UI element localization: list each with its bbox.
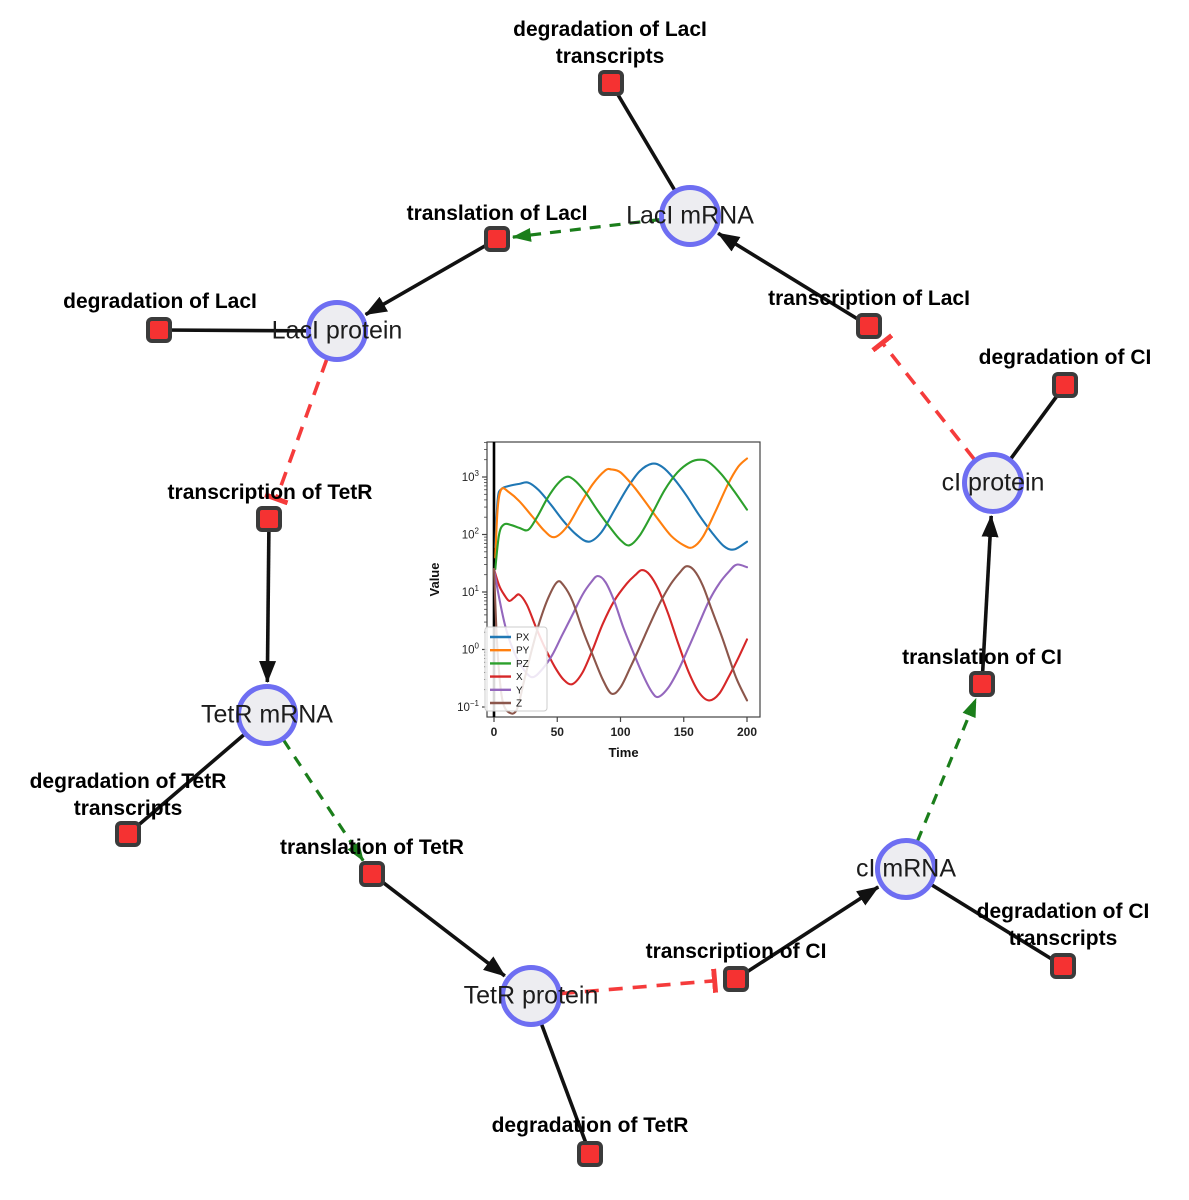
series-X: [492, 568, 749, 702]
reaction-node-transcr_lacI[interactable]: [856, 313, 882, 339]
series-PY: [494, 457, 749, 559]
svg-text:100: 100: [462, 642, 480, 657]
edge-modifier-cI_mRNA-transl_cI: [915, 697, 978, 842]
svg-text:10−1: 10−1: [457, 699, 479, 714]
svg-text:0: 0: [491, 725, 498, 739]
edge-modifier-lacI_mRNA-transl_lacI: [511, 217, 661, 242]
edge-inhibition-lacI_protein-transcr_tetR: [264, 358, 329, 506]
edge-inhibition-tetR_protein-transcr_cI: [560, 968, 719, 996]
reaction-label-transcr_lacI: transcription of LacI: [768, 287, 970, 310]
reaction-label-transl_tetR: translation of TetR: [280, 836, 464, 859]
edge-inhibition-cI_protein-transcr_lacI: [871, 333, 976, 461]
reaction-node-transl_cI[interactable]: [969, 671, 995, 697]
species-node-cI_mRNA[interactable]: [875, 838, 937, 900]
plot-ylabel: Value: [427, 563, 442, 597]
timecourse-plot: 0 50 100 150 200 10−1 100 101 102 103 Time Value PX P…: [425, 430, 787, 778]
reaction-node-deg_lacI[interactable]: [146, 317, 172, 343]
edge-arrow-transcr_lacI-lacI_mRNA: [717, 231, 870, 328]
svg-text:103: 103: [462, 469, 480, 484]
svg-text:PZ: PZ: [516, 659, 529, 670]
species-node-cI_protein[interactable]: [962, 452, 1024, 514]
species-label-cI_mRNA: cI mRNA: [856, 854, 956, 883]
svg-text:PX: PX: [516, 633, 530, 644]
reaction-label-transcr_cI: transcription of CI: [645, 940, 827, 963]
species-label-tetR_mRNA: TetR mRNA: [201, 700, 333, 729]
svg-text:PY: PY: [516, 646, 530, 657]
reaction-node-deg_tetR[interactable]: [577, 1141, 603, 1167]
svg-text:150: 150: [674, 725, 694, 739]
reaction-node-deg_lacI_tr[interactable]: [598, 70, 624, 96]
reaction-node-transl_lacI[interactable]: [484, 226, 510, 252]
edge-arrow-transl_cI-cI_protein: [980, 514, 999, 685]
species-label-lacI_mRNA: LacI mRNA: [626, 201, 754, 230]
reaction-label-deg_lacI_tr: degradation of LacI transcripts: [513, 18, 707, 68]
svg-text:Y: Y: [516, 685, 523, 696]
reaction-node-transcr_tetR[interactable]: [256, 506, 282, 532]
reaction-label-transl_lacI: translation of LacI: [406, 202, 588, 225]
reaction-node-deg_cI_tr[interactable]: [1050, 953, 1076, 979]
species-label-tetR_protein: TetR protein: [463, 981, 599, 1010]
svg-text:200: 200: [737, 725, 757, 739]
species-node-lacI_mRNA[interactable]: [659, 185, 721, 247]
edge-modifier-tetR_mRNA-transl_tetR: [282, 739, 365, 862]
species-label-lacI_protein: LacI protein: [271, 316, 403, 345]
series-PX: [494, 462, 749, 551]
edge-arrow-transcr_tetR-tetR_mRNA: [259, 518, 277, 684]
reaction-label-deg_cI_tr: degradation of CI transcripts: [976, 900, 1150, 950]
reaction-label-deg_tetR_tr: degradation of TetR transcripts: [29, 770, 227, 820]
edge-arrow-transl_tetR-tetR_protein: [370, 872, 506, 978]
species-node-lacI_protein[interactable]: [306, 300, 368, 362]
svg-text:101: 101: [462, 584, 480, 599]
reaction-node-deg_cI[interactable]: [1052, 372, 1078, 398]
svg-text:102: 102: [462, 527, 480, 542]
plot-xlabel: Time: [608, 745, 638, 760]
reaction-label-deg_lacI: degradation of LacI: [63, 290, 257, 313]
svg-text:100: 100: [610, 725, 630, 739]
reaction-node-transl_tetR[interactable]: [359, 861, 385, 887]
species-node-tetR_protein[interactable]: [500, 965, 562, 1027]
reaction-label-deg_cI: degradation of CI: [978, 346, 1152, 369]
reaction-node-deg_tetR_tr[interactable]: [115, 821, 141, 847]
reaction-node-transcr_cI[interactable]: [723, 966, 749, 992]
svg-text:50: 50: [551, 725, 565, 739]
svg-text:X: X: [516, 672, 523, 683]
reaction-label-transcr_tetR: transcription of TetR: [167, 481, 373, 504]
edge-arrow-transl_lacI-lacI_protein: [364, 237, 498, 317]
species-label-cI_protein: cI protein: [941, 468, 1045, 497]
reaction-label-deg_tetR: degradation of TetR: [491, 1114, 689, 1137]
svg-text:Z: Z: [516, 699, 522, 710]
series-PZ: [494, 458, 749, 571]
species-node-tetR_mRNA[interactable]: [236, 684, 298, 746]
edge-arrow-transcr_cI-cI_mRNA: [735, 885, 880, 981]
reaction-label-transl_cI: translation of CI: [902, 646, 1062, 669]
